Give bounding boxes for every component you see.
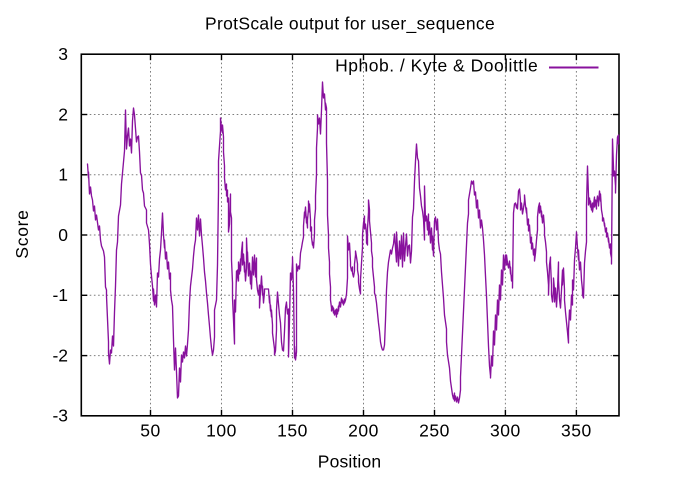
svg-text:50: 50 (140, 420, 160, 440)
svg-text:100: 100 (206, 420, 237, 440)
svg-text:-2: -2 (52, 345, 68, 365)
svg-text:1: 1 (58, 165, 68, 185)
svg-text:3: 3 (58, 44, 68, 64)
svg-text:150: 150 (277, 420, 308, 440)
svg-text:0: 0 (58, 225, 68, 245)
svg-text:ProtScale output for user_sequ: ProtScale output for user_sequence (205, 14, 495, 35)
svg-text:Position: Position (318, 452, 381, 472)
svg-text:2: 2 (58, 104, 68, 124)
svg-text:200: 200 (348, 420, 379, 440)
svg-text:250: 250 (419, 420, 450, 440)
svg-text:350: 350 (561, 420, 592, 440)
svg-text:Score: Score (12, 209, 32, 258)
svg-text:-1: -1 (52, 285, 68, 305)
svg-text:Hphob. / Kyte & Doolittle: Hphob. / Kyte & Doolittle (335, 56, 538, 76)
svg-text:-3: -3 (52, 406, 68, 426)
svg-text:300: 300 (490, 420, 521, 440)
